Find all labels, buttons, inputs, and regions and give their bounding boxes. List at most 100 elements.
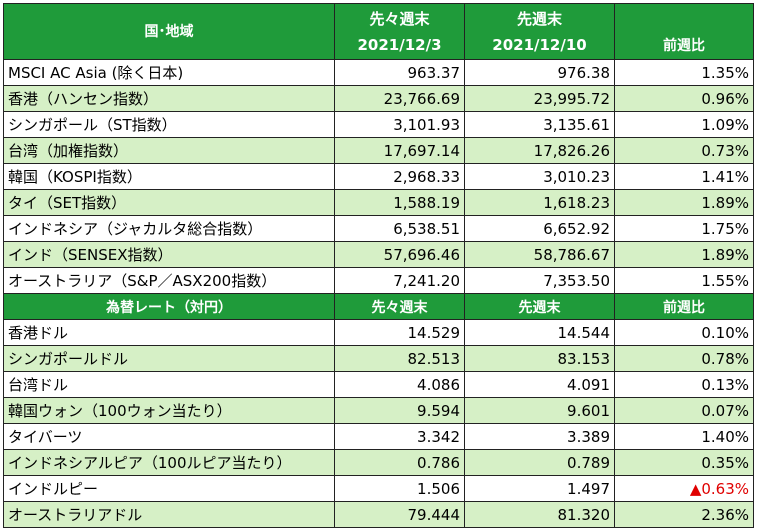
row-name-cell: 台湾（加権指数）	[3, 137, 335, 164]
row-change-cell: 1.41%	[614, 163, 754, 190]
row-name-cell: タイバーツ	[3, 423, 335, 450]
fx-row: インドルピー 1.506 1.497 ▲0.63%	[3, 475, 754, 502]
row-change-cell: 0.10%	[614, 319, 754, 346]
fx-row: インドネシアルピア（100ルピア当たり） 0.786 0.789 0.35%	[3, 449, 754, 476]
prev1-header: 先週末 2021/12/10	[464, 3, 615, 60]
row-prev1-cell: 17,826.26	[464, 137, 615, 164]
row-prev2-cell: 9.594	[334, 397, 465, 424]
fx-row: シンガポールドル 82.513 83.153 0.78%	[3, 345, 754, 372]
row-name-cell: 韓国ウォン（100ウォン当たり）	[3, 397, 335, 424]
row-prev1-cell: 14.544	[464, 319, 615, 346]
row-prev2-cell: 1.506	[334, 475, 465, 502]
fx-prev1-header: 先週末	[464, 293, 615, 320]
index-row: MSCI AC Asia (除く日本) 963.37 976.38 1.35%	[3, 59, 754, 86]
row-change-cell: 0.73%	[614, 137, 754, 164]
row-name-cell: タイ（SET指数）	[3, 189, 335, 216]
row-prev1-cell: 1.497	[464, 475, 615, 502]
row-change-cell: 1.40%	[614, 423, 754, 450]
row-change-cell: 1.09%	[614, 111, 754, 138]
index-row: オーストラリア（S&P／ASX200指数） 7,241.20 7,353.50 1.5…	[3, 267, 754, 294]
row-change-cell: 0.35%	[614, 449, 754, 476]
indices-header-row: 国･地域 先々週末 2021/12/3 先週末 2021/12/10 前週比	[3, 3, 754, 60]
prev2-header: 先々週末 2021/12/3	[334, 3, 465, 60]
fx-prev2-header: 先々週末	[334, 293, 465, 320]
row-change-cell: 1.55%	[614, 267, 754, 294]
row-name-cell: インドネシア（ジャカルタ総合指数）	[3, 215, 335, 242]
row-prev2-cell: 0.786	[334, 449, 465, 476]
row-prev1-cell: 83.153	[464, 345, 615, 372]
prev1-label: 先週末	[516, 9, 562, 28]
row-prev2-cell: 23,766.69	[334, 85, 465, 112]
region-header: 国･地域	[3, 3, 335, 60]
row-prev2-cell: 3.342	[334, 423, 465, 450]
row-name-cell: オーストラリアドル	[3, 501, 335, 528]
row-prev1-cell: 3,135.61	[464, 111, 615, 138]
fx-row: オーストラリアドル 79.444 81.320 2.36%	[3, 501, 754, 528]
index-row: 台湾（加権指数） 17,697.14 17,826.26 0.73%	[3, 137, 754, 164]
row-name-cell: オーストラリア（S&P／ASX200指数）	[3, 267, 335, 294]
market-table-container: 国･地域 先々週末 2021/12/3 先週末 2021/12/10 前週比 M…	[3, 3, 754, 528]
market-data-table: 国･地域 先々週末 2021/12/3 先週末 2021/12/10 前週比 M…	[3, 3, 754, 528]
prev2-label: 先々週末	[369, 9, 430, 28]
row-prev2-cell: 963.37	[334, 59, 465, 86]
index-row: タイ（SET指数） 1,588.19 1,618.23 1.89%	[3, 189, 754, 216]
row-name-cell: 香港ドル	[3, 319, 335, 346]
row-name-cell: 韓国（KOSPI指数）	[3, 163, 335, 190]
row-prev2-cell: 3,101.93	[334, 111, 465, 138]
fx-row: 香港ドル 14.529 14.544 0.10%	[3, 319, 754, 346]
prev2-date: 2021/12/3	[357, 35, 442, 54]
row-prev1-cell: 1,618.23	[464, 189, 615, 216]
row-change-cell: 1.89%	[614, 189, 754, 216]
row-prev1-cell: 4.091	[464, 371, 615, 398]
row-prev2-cell: 6,538.51	[334, 215, 465, 242]
index-row: シンガポール（ST指数） 3,101.93 3,135.61 1.09%	[3, 111, 754, 138]
row-prev1-cell: 7,353.50	[464, 267, 615, 294]
row-change-cell: 0.13%	[614, 371, 754, 398]
index-row: 韓国（KOSPI指数） 2,968.33 3,010.23 1.41%	[3, 163, 754, 190]
row-prev2-cell: 17,697.14	[334, 137, 465, 164]
row-change-cell: 1.35%	[614, 59, 754, 86]
row-prev1-cell: 81.320	[464, 501, 615, 528]
row-name-cell: シンガポール（ST指数）	[3, 111, 335, 138]
fx-header-row: 為替レート（対円） 先々週末 先週末 前週比	[3, 293, 754, 320]
row-prev1-cell: 3,010.23	[464, 163, 615, 190]
row-change-cell: 2.36%	[614, 501, 754, 528]
row-prev2-cell: 4.086	[334, 371, 465, 398]
fx-row: タイバーツ 3.342 3.389 1.40%	[3, 423, 754, 450]
row-change-cell: 0.78%	[614, 345, 754, 372]
row-prev2-cell: 79.444	[334, 501, 465, 528]
row-name-cell: インドネシアルピア（100ルピア当たり）	[3, 449, 335, 476]
prev1-date: 2021/12/10	[492, 35, 587, 54]
row-prev1-cell: 3.389	[464, 423, 615, 450]
index-row: 香港（ハンセン指数） 23,766.69 23,995.72 0.96%	[3, 85, 754, 112]
row-prev2-cell: 2,968.33	[334, 163, 465, 190]
fx-title-header: 為替レート（対円）	[3, 293, 335, 320]
row-name-cell: インド（SENSEX指数）	[3, 241, 335, 268]
row-name-cell: シンガポールドル	[3, 345, 335, 372]
fx-row: 台湾ドル 4.086 4.091 0.13%	[3, 371, 754, 398]
row-prev1-cell: 6,652.92	[464, 215, 615, 242]
row-prev1-cell: 0.789	[464, 449, 615, 476]
row-change-cell: 0.07%	[614, 397, 754, 424]
index-row: インドネシア（ジャカルタ総合指数） 6,538.51 6,652.92 1.75%	[3, 215, 754, 242]
row-prev2-cell: 7,241.20	[334, 267, 465, 294]
row-change-cell: ▲0.63%	[614, 475, 754, 502]
row-name-cell: MSCI AC Asia (除く日本)	[3, 59, 335, 86]
fx-change-header: 前週比	[614, 293, 754, 320]
row-prev2-cell: 82.513	[334, 345, 465, 372]
row-prev2-cell: 1,588.19	[334, 189, 465, 216]
row-change-cell: 1.75%	[614, 215, 754, 242]
row-prev1-cell: 23,995.72	[464, 85, 615, 112]
change-header: 前週比	[614, 3, 754, 60]
row-prev2-cell: 57,696.46	[334, 241, 465, 268]
row-prev1-cell: 9.601	[464, 397, 615, 424]
row-prev1-cell: 976.38	[464, 59, 615, 86]
row-prev1-cell: 58,786.67	[464, 241, 615, 268]
row-name-cell: 香港（ハンセン指数）	[3, 85, 335, 112]
row-name-cell: 台湾ドル	[3, 371, 335, 398]
row-change-cell: 1.89%	[614, 241, 754, 268]
row-name-cell: インドルピー	[3, 475, 335, 502]
fx-row: 韓国ウォン（100ウォン当たり） 9.594 9.601 0.07%	[3, 397, 754, 424]
row-change-cell: 0.96%	[614, 85, 754, 112]
index-row: インド（SENSEX指数） 57,696.46 58,786.67 1.89%	[3, 241, 754, 268]
